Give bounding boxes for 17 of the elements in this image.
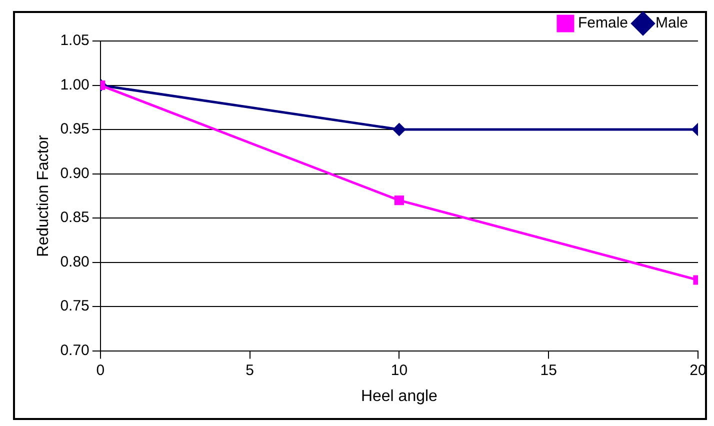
y-axis-title: Reduction Factor [35,134,52,257]
x-tick-label: 10 [390,362,408,379]
y-tick-label: 0.90 [60,164,90,182]
y-tick-label: 1.00 [60,76,90,94]
x-tick-label: 15 [540,362,557,379]
x-tick-label: 20 [690,362,706,379]
y-tick-label: 0.70 [60,342,90,359]
y-tick-label: 0.95 [60,120,90,138]
y-tick-label: 0.75 [60,298,90,315]
x-tick-label: 0 [96,362,105,379]
legend-label: Female [578,14,628,32]
y-tick-label: 1.05 [60,32,90,50]
legend-label: Male [655,14,688,32]
x-axis-title: Heel angle [360,388,438,405]
y-tick-label: 0.80 [60,253,90,270]
y-tick-label: 0.85 [60,209,90,226]
x-tick-label: 5 [246,362,254,379]
